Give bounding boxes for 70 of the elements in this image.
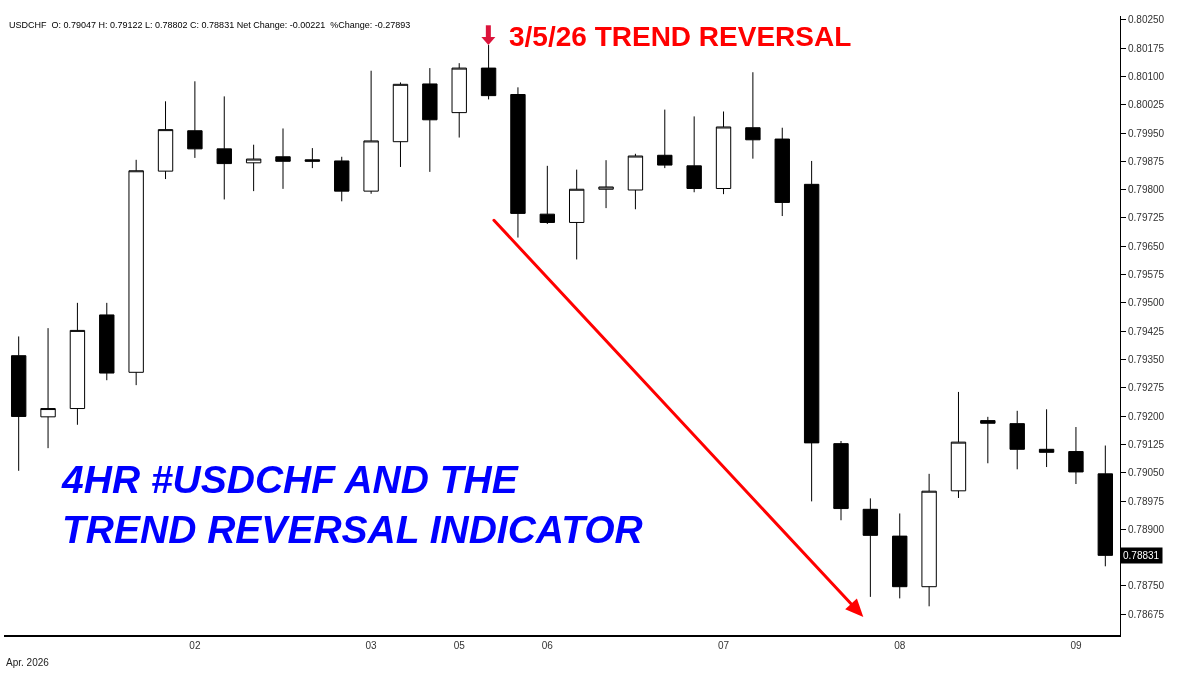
candlestick [1097,445,1114,567]
annotation: USDCHF O: 0.79047 H: 0.79122 L: 0.78802 C: 0.78831 Net Change: -0.00221 %Change: -0.27893 [9,20,411,30]
y-tick-label: 0.79050 [1128,467,1165,479]
annotation: 0.78831 [1123,550,1160,561]
candlestick [598,159,614,209]
x-tick-label: 03 [365,640,378,651]
x-tick-label: 05 [453,640,466,651]
y-tick-label: 0.80175 [1128,42,1165,54]
candlestick [245,144,262,192]
y-tick-label: 0.79800 [1128,184,1165,196]
candlestick [128,159,144,386]
x-tick-label: 06 [541,640,554,651]
candlestick [568,169,585,260]
candlestick [715,110,732,195]
candlestick [1038,408,1055,468]
y-tick-label: 0.80025 [1128,99,1165,111]
x-tick-label: 07 [717,640,730,651]
y-tick-label: 0.79200 [1128,410,1165,422]
y-tick-label: 0.79875 [1128,155,1165,167]
candlestick [422,67,438,173]
candlestick [862,497,879,598]
candlestick [1068,426,1084,485]
candlestick [980,416,996,464]
candlestick [833,440,849,521]
y-tick-label: 0.79500 [1128,297,1165,309]
candlestick [803,160,820,502]
candlestick [40,327,56,449]
x-tick-label: 08 [894,640,906,651]
text: Apr. 2026 [6,657,50,668]
candlestick [657,109,673,169]
y-tick-label: 0.79125 [1128,438,1165,450]
candlestick [157,100,174,180]
y-tick-label: 0.79650 [1128,240,1165,252]
candlestick [304,147,321,169]
candlestick [950,391,967,499]
y-tick-label: 0.79275 [1128,382,1165,394]
candlestick [1009,410,1025,470]
candlestick [745,71,761,160]
y-tick-label: 0.78750 [1128,580,1165,592]
candlestick [510,86,526,239]
candlestick [99,302,115,381]
candlestick [69,302,86,426]
y-tick-label: 0.78900 [1128,523,1165,535]
candlestick [216,95,232,200]
annotation: 3/5/26 TREND REVERSAL [509,21,852,52]
candlestick [392,81,409,168]
y-tick-label: 0.80250 [1128,14,1165,26]
y-tick-label: 0.79350 [1128,353,1165,365]
candlestick [627,153,644,210]
candlestick [892,512,908,599]
y-tick-label: 0.79425 [1128,325,1165,337]
candlestick [275,127,291,190]
x-tick-label: 09 [1070,640,1082,651]
candlestick [363,70,379,195]
candlestick [334,156,350,202]
y-tick-label: 0.79725 [1128,212,1165,224]
candlestick [10,335,27,472]
text: 4HR #USDCHF AND THE TREND REVERSAL INDICATOR [61,457,643,552]
y-tick-label: 0.78975 [1128,495,1165,507]
candlestick [539,165,556,225]
x-tick-label: 02 [189,640,201,651]
candlestick [187,80,203,159]
y-tick-label: 0.80100 [1128,70,1165,82]
candlestick [921,473,937,607]
candlestick [686,115,702,193]
candlestick [774,127,790,217]
y-tick-label: 0.79575 [1128,269,1165,281]
y-tick-label: 0.78675 [1128,608,1165,620]
candlestick [451,62,467,139]
y-tick-label: 0.79950 [1128,127,1165,139]
